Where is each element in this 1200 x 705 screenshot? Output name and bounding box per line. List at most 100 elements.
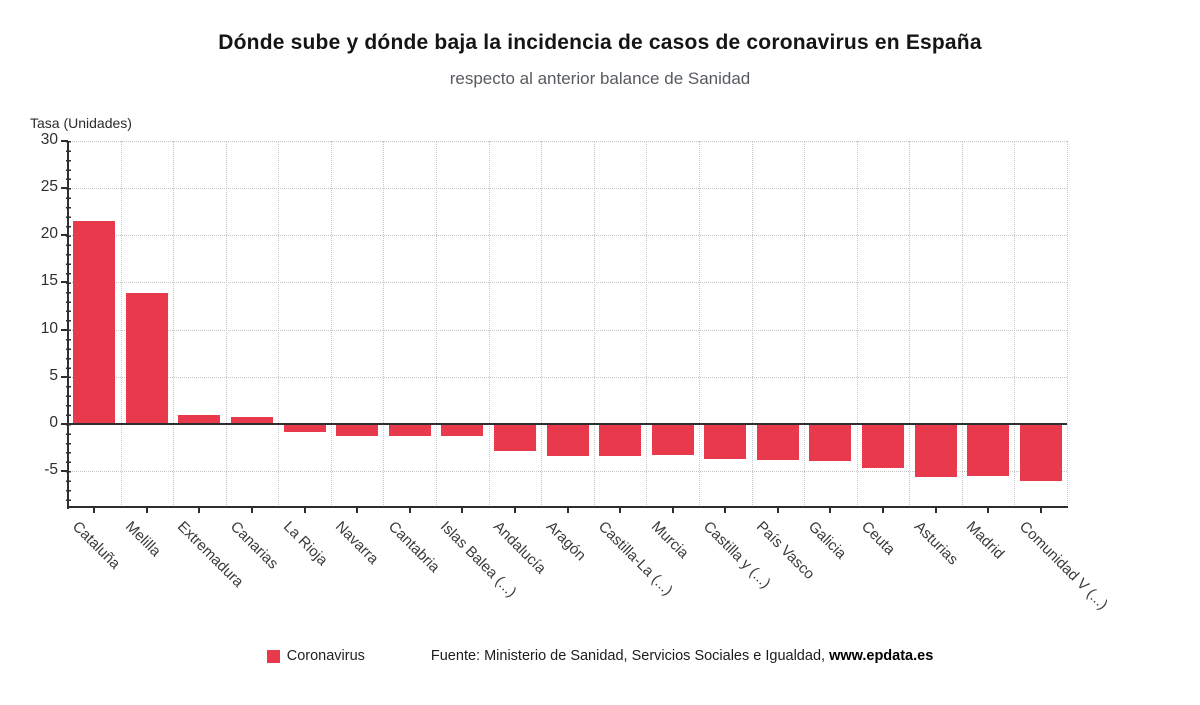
- x-category-label: Comunidad V (...): [1015, 518, 1111, 614]
- bar-murcia[interactable]: [651, 423, 694, 456]
- vertical-gridline: [909, 141, 911, 507]
- x-category-label: Ceuta: [857, 518, 899, 559]
- horizontal-gridline: [68, 188, 1067, 190]
- vertical-gridline: [856, 141, 858, 507]
- bar-castilla-la[interactable]: [599, 423, 642, 457]
- bar-galicia[interactable]: [809, 423, 852, 461]
- y-tick-label: 30: [40, 131, 58, 148]
- bar-pa-s-vasco[interactable]: [756, 423, 799, 460]
- y-tick-mark: [61, 187, 68, 190]
- vertical-gridline: [541, 141, 543, 507]
- x-tick-mark: [934, 508, 937, 513]
- vertical-gridline: [436, 141, 438, 507]
- x-category-label: La Rioja: [279, 518, 331, 569]
- bar-navarra[interactable]: [336, 423, 379, 437]
- x-tick-mark: [198, 508, 201, 513]
- y-tick-mark: [61, 375, 68, 378]
- legend-item-coronavirus[interactable]: Coronavirus: [266, 648, 365, 664]
- x-tick-mark: [303, 508, 306, 513]
- x-category-label: Canarias: [226, 518, 282, 573]
- bar-andaluc-a[interactable]: [493, 423, 536, 452]
- y-tick-mark: [61, 328, 68, 331]
- x-tick-mark: [881, 508, 884, 513]
- y-tick-label: 0: [49, 413, 58, 431]
- y-tick-mark: [61, 470, 68, 473]
- legend-swatch-icon: [266, 649, 280, 663]
- y-tick-label: 5: [49, 366, 58, 384]
- y-axis-minor-ticks: [66, 141, 71, 507]
- horizontal-gridline: [68, 235, 1067, 237]
- vertical-gridline: [593, 141, 595, 507]
- plot-area: 30 25 20 15 10 5 0 -5 Cataluña Melilla Extremadura…: [41, 131, 1111, 613]
- y-tick-label: -5: [44, 461, 58, 479]
- vertical-gridline: [383, 141, 385, 507]
- bar-madrid[interactable]: [967, 423, 1010, 476]
- x-tick-mark: [987, 508, 990, 513]
- x-tick-mark: [408, 508, 411, 513]
- x-category-label: Asturias: [910, 518, 961, 569]
- x-tick-mark: [145, 508, 148, 513]
- x-tick-mark: [356, 508, 359, 513]
- bar-catalu-a[interactable]: [73, 221, 116, 424]
- bar-melilla[interactable]: [125, 292, 168, 424]
- vertical-gridline: [1067, 141, 1068, 507]
- legend-label: Coronavirus: [286, 648, 365, 664]
- source-link[interactable]: www.epdata.es: [829, 648, 934, 664]
- chart-title: Dónde sube y dónde baja la incidencia de…: [218, 31, 982, 54]
- vertical-gridline: [961, 141, 963, 507]
- vertical-gridline: [278, 141, 280, 507]
- source-prefix: Fuente: Ministerio de Sanidad, Servicios…: [430, 648, 830, 664]
- vertical-gridline: [804, 141, 806, 507]
- bar-islas-balea[interactable]: [441, 423, 484, 437]
- zero-axis-line: [68, 422, 1067, 425]
- x-category-label: Cantabria: [384, 518, 443, 577]
- bar-extremadura[interactable]: [178, 414, 221, 424]
- x-category-label: Murcia: [647, 518, 692, 562]
- x-tick-mark: [619, 508, 622, 513]
- vertical-gridline: [225, 141, 227, 507]
- horizontal-gridline: [68, 329, 1067, 331]
- horizontal-gridline: [68, 282, 1067, 284]
- bar-asturias[interactable]: [914, 423, 957, 477]
- x-category-label: Melilla: [121, 518, 164, 561]
- vertical-gridline: [173, 141, 175, 507]
- bar-cantabria[interactable]: [388, 423, 431, 437]
- chart-subtitle: respecto al anterior balance de Sanidad: [449, 69, 751, 88]
- bar-ceuta[interactable]: [861, 423, 904, 469]
- x-tick-mark: [724, 508, 727, 513]
- y-tick-mark: [61, 422, 68, 425]
- x-tick-mark: [829, 508, 832, 513]
- x-tick-mark: [776, 508, 779, 513]
- x-tick-mark: [93, 508, 96, 513]
- x-axis-line: [67, 506, 1068, 508]
- x-category-label: Aragón: [542, 518, 589, 565]
- vertical-gridline: [330, 141, 332, 507]
- bar-comunidad-v[interactable]: [1019, 423, 1062, 481]
- y-tick-mark: [61, 234, 68, 237]
- horizontal-gridline: [68, 376, 1067, 378]
- horizontal-gridline: [68, 471, 1067, 473]
- y-axis-label: Tasa (Unidades): [30, 115, 132, 131]
- x-tick-mark: [1039, 508, 1042, 513]
- vertical-gridline: [698, 141, 700, 507]
- x-tick-mark: [513, 508, 516, 513]
- x-category-label: Galicia: [805, 518, 850, 563]
- x-tick-mark: [251, 508, 254, 513]
- vertical-gridline: [751, 141, 753, 507]
- bar-la-rioja[interactable]: [283, 423, 326, 433]
- bar-arag-n[interactable]: [546, 423, 589, 457]
- source-text: Fuente: Ministerio de Sanidad, Servicios…: [431, 648, 933, 664]
- y-tick-mark: [61, 140, 68, 142]
- x-tick-mark: [671, 508, 674, 513]
- bar-castilla-y[interactable]: [704, 423, 747, 459]
- y-tick-label: 20: [40, 225, 58, 243]
- vertical-gridline: [120, 141, 122, 507]
- y-tick-label: 15: [40, 272, 58, 290]
- x-category-label: Madrid: [963, 518, 1008, 563]
- x-category-label: Navarra: [332, 518, 382, 568]
- bar-canarias[interactable]: [231, 417, 274, 424]
- x-tick-mark: [461, 508, 464, 513]
- y-tick-mark: [61, 281, 68, 284]
- y-tick-label: 10: [40, 319, 58, 337]
